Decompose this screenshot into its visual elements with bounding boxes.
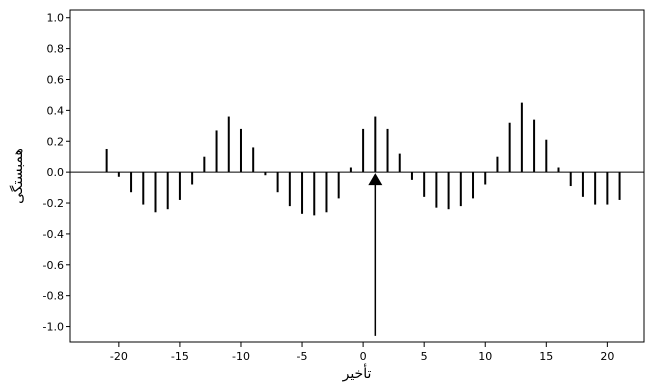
x-tick-label: -10 <box>232 350 250 363</box>
y-tick-label: 0.0 <box>47 166 65 179</box>
y-tick-label: 0.8 <box>47 43 65 56</box>
x-tick-label: 5 <box>421 350 428 363</box>
y-axis-title: همبستگی <box>9 148 26 204</box>
stems <box>105 102 621 216</box>
y-tick-label: 0.6 <box>47 73 65 86</box>
x-tick-label: 15 <box>539 350 553 363</box>
arrow-head <box>368 173 383 186</box>
x-tick-label: 10 <box>478 350 492 363</box>
x-axis-title: تأخیر <box>342 363 372 382</box>
plot-frame <box>69 9 645 343</box>
x-tick-label: -15 <box>171 350 189 363</box>
y-axis: -1.0 -0.8 -0.6 -0.4 -0.2 0.0 0.2 0.4 0.6 0.8 1.0 <box>43 12 70 334</box>
y-tick-label: -0.2 <box>43 197 64 210</box>
x-axis: -20 -15 -10 -5 0 5 10 15 20 <box>110 342 614 363</box>
lag-arrow <box>368 173 383 336</box>
x-tick-label: -20 <box>110 350 128 363</box>
y-tick-label: 0.2 <box>47 135 65 148</box>
x-tick-label: 20 <box>600 350 614 363</box>
y-tick-label: 0.4 <box>47 104 65 117</box>
x-tick-label: -5 <box>297 350 308 363</box>
y-tick-label: 1.0 <box>47 12 65 25</box>
y-tick-label: -0.4 <box>43 228 64 241</box>
x-tick-label: 0 <box>360 350 367 363</box>
y-tick-label: -1.0 <box>43 321 64 334</box>
y-tick-label: -0.6 <box>43 259 64 272</box>
y-tick-label: -0.8 <box>43 290 64 303</box>
